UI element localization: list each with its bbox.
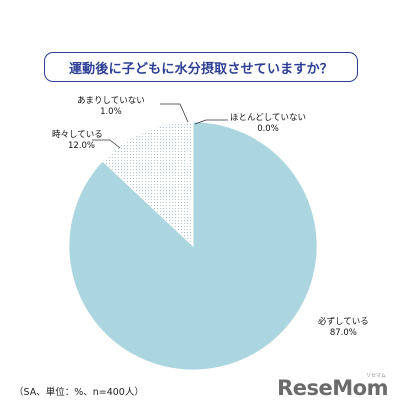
label-hardly-name: ほとんどしていない xyxy=(230,113,306,123)
label-always-value: 87.0% xyxy=(329,328,357,339)
leader-sometimes xyxy=(92,139,121,149)
label-hardly-value: 0.0% xyxy=(257,124,279,135)
logo-subtext: リセマム xyxy=(365,373,386,379)
leader-hardly xyxy=(194,119,228,125)
label-sometimes-name: 時々している xyxy=(52,130,103,140)
label-sometimes-value: 12.0% xyxy=(68,141,96,152)
chart-title-box: 運動後に子どもに水分摂取させていますか？ xyxy=(44,52,358,82)
chart-title: 運動後に子どもに水分摂取させていますか？ xyxy=(68,61,333,77)
slice-rarely xyxy=(184,121,194,247)
label-always-name: 必ずしている xyxy=(318,317,369,327)
label-rarely: あまりしていない 1.0% xyxy=(77,96,145,118)
slice-sometimes xyxy=(102,121,194,247)
leader-rarely xyxy=(160,103,189,123)
footnote: （SA、単位：%、n=400人） xyxy=(14,387,144,398)
label-rarely-name: あまりしていない xyxy=(77,96,145,106)
label-sometimes: 時々している 12.0% xyxy=(52,130,103,152)
resemom-logo: ReseMom xyxy=(277,376,388,400)
slice-always xyxy=(68,121,318,371)
label-hardly: ほとんどしていない 0.0% xyxy=(230,113,306,135)
label-rarely-value: 1.0% xyxy=(100,107,122,118)
label-always: 必ずしている 87.0% xyxy=(318,317,369,339)
